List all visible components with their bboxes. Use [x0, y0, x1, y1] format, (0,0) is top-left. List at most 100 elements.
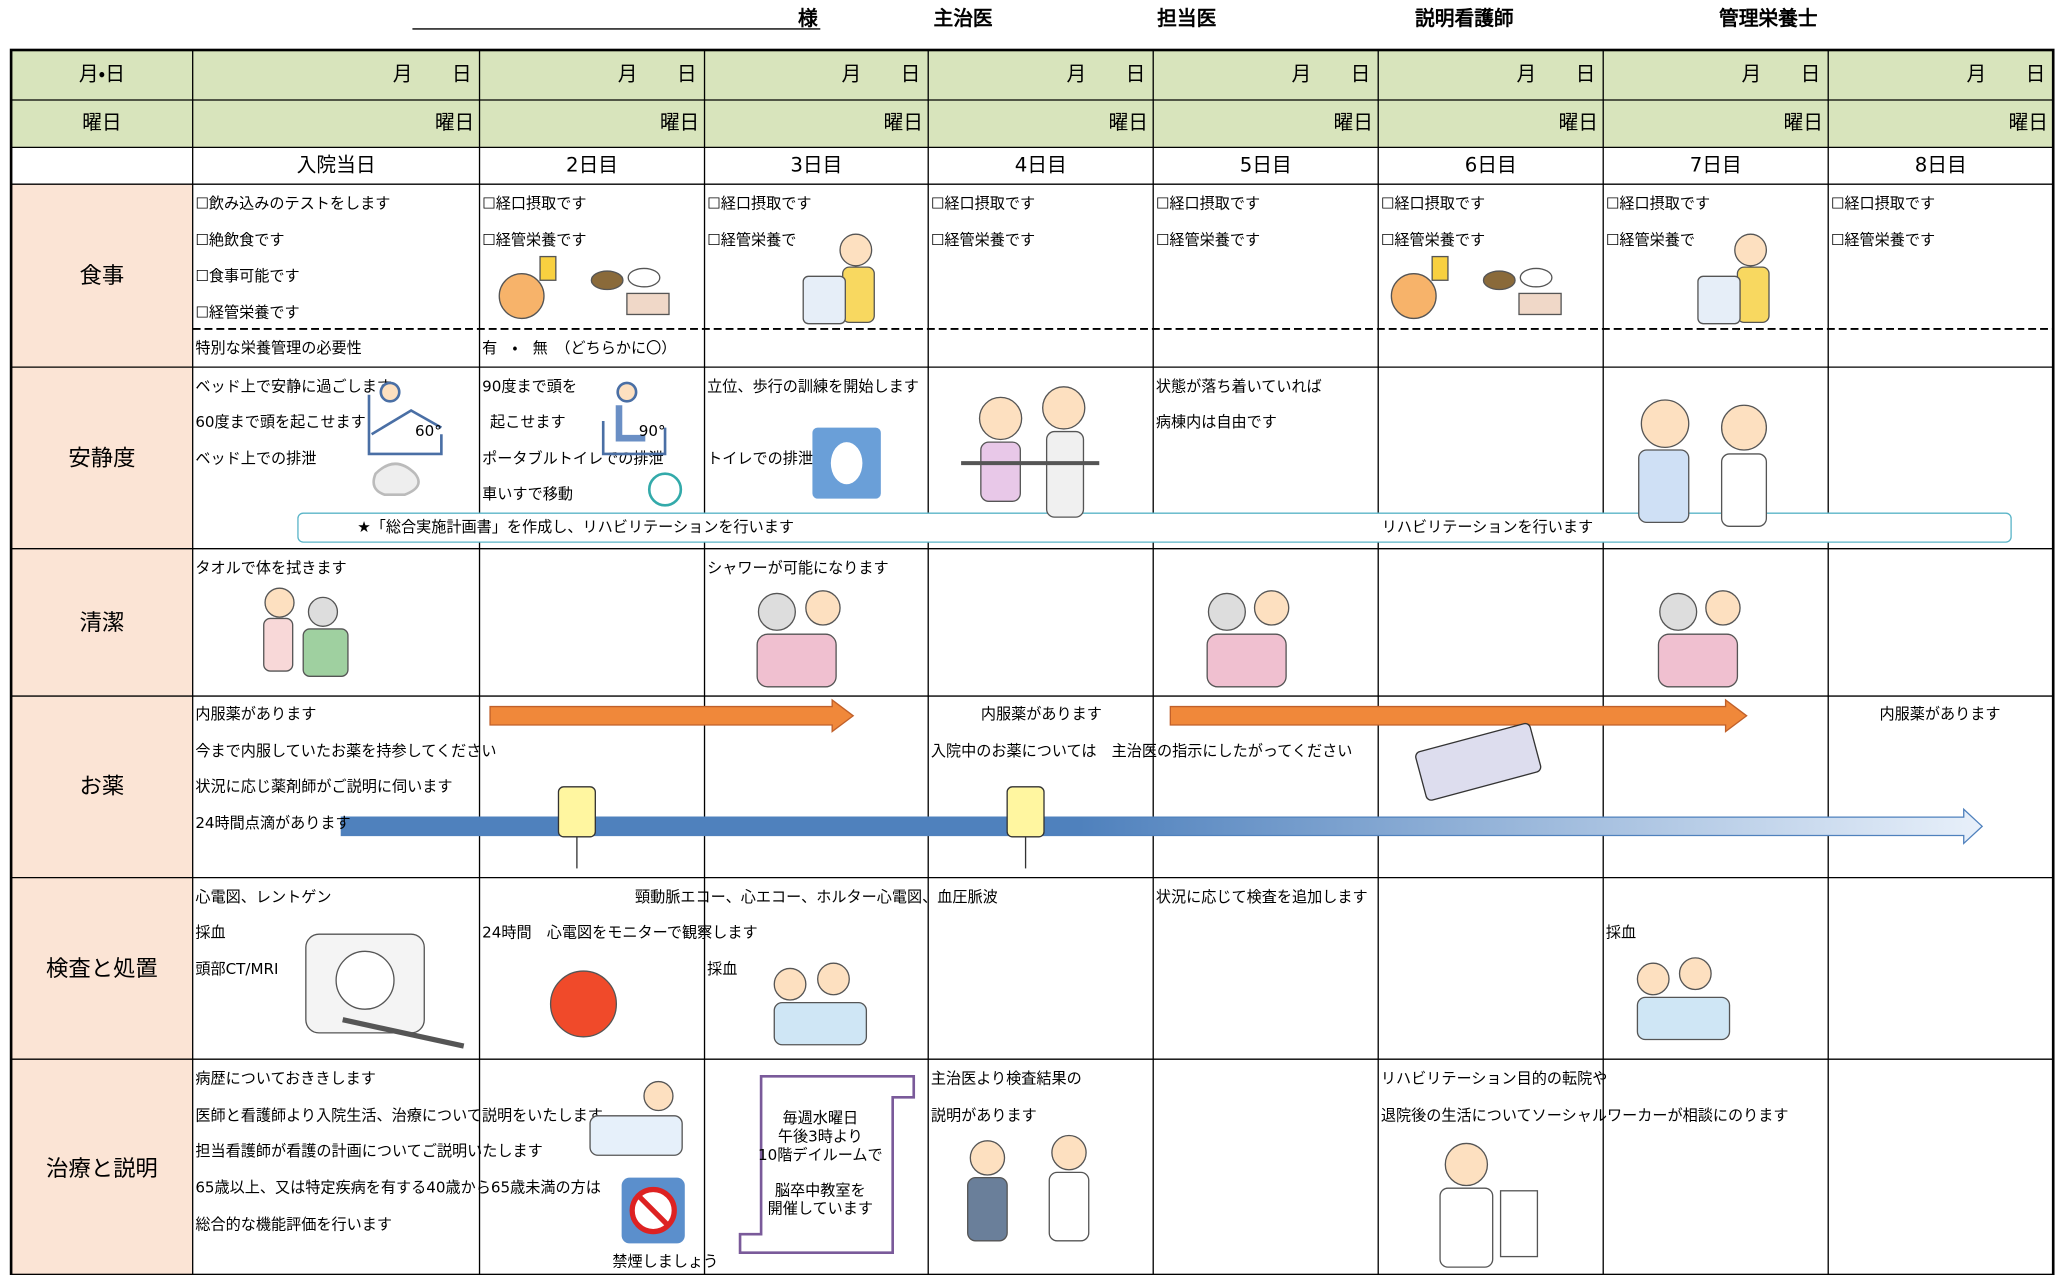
- head: [839, 233, 873, 267]
- bed-icon: [367, 381, 683, 507]
- meal-bowl: [1519, 267, 1553, 288]
- cell-text: ☐経口摂取です: [1606, 194, 1710, 212]
- head: [817, 962, 850, 996]
- rehab-banner: [297, 512, 2012, 543]
- day-label: 7日目: [1690, 153, 1742, 176]
- cell-text: 状況に応じ薬剤師がご説明に伺います: [195, 777, 452, 795]
- date-header-bg: [11, 50, 2054, 148]
- cell-text: ☐経管栄養です: [1156, 231, 1260, 249]
- cell-text: 総合的な機能評価を行います: [195, 1216, 392, 1234]
- urinal: [372, 462, 420, 497]
- date-cell: 月 日: [1291, 63, 1370, 86]
- body: [842, 266, 875, 324]
- tube-feed-face: [498, 273, 545, 320]
- head: [1042, 386, 1086, 430]
- cell-text: 24時間 心電図をモニターで観察します: [482, 923, 757, 941]
- day-label: 6日目: [1465, 153, 1517, 176]
- nutrition-label: 特別な栄養管理の必要性: [195, 339, 361, 357]
- cell-text: ☐経管栄養です: [931, 231, 1035, 249]
- head: [379, 381, 401, 403]
- day-label: 2日目: [566, 153, 618, 176]
- cell-text: 起こせます: [490, 413, 566, 431]
- head: [978, 396, 1023, 441]
- cell-text: ベッド上での排泄: [195, 450, 316, 468]
- body: [756, 633, 837, 688]
- feed-bag: [1431, 255, 1449, 281]
- head: [1253, 590, 1290, 626]
- row-label: 安静度: [68, 446, 135, 472]
- bathing-illustrations: [263, 587, 1741, 688]
- body: [1638, 449, 1690, 524]
- pill-sheet: [1415, 722, 1542, 801]
- date-cell: 月 日: [393, 63, 472, 86]
- cell-text: 主治医より検査結果の: [931, 1069, 1082, 1087]
- cell-text: ☐経管栄養で: [1606, 231, 1695, 249]
- banner-text: リハビリテーションを行います: [1382, 518, 1593, 536]
- ct-table: [342, 1017, 465, 1049]
- body: [1439, 1187, 1494, 1268]
- cell-text: 90度まで頭を: [482, 377, 577, 395]
- date-cell: 月 日: [618, 63, 697, 86]
- cell-text: 担当看護師が看護の計画についてご説明いたします: [195, 1142, 542, 1160]
- row-label: お薬: [80, 773, 125, 799]
- banner-text: ★「総合実施計画書」を作成し、リハビリテーションを行います: [357, 518, 794, 536]
- wheelchair: [647, 472, 683, 507]
- cell-text: 禁煙しましょう: [612, 1252, 718, 1270]
- head: [616, 381, 638, 403]
- bed: [1697, 275, 1741, 325]
- cell-text: ☐経管栄養です: [195, 303, 299, 321]
- cell-text: ポータブルトイレでの排泄: [482, 450, 664, 468]
- category-column-bg: [11, 184, 193, 1275]
- cell-text: ベッド上で安静に過ごします: [195, 377, 392, 395]
- head: [1734, 233, 1768, 267]
- cell-text: ☐飲み込みのテストをします: [195, 194, 390, 212]
- body: [773, 1001, 868, 1046]
- weekday-cell: 曜日: [1334, 111, 1373, 134]
- body: [967, 1176, 1008, 1242]
- cell-text: リハビリテーション目的の転院や: [1381, 1069, 1608, 1087]
- body: [1720, 453, 1768, 527]
- body: [1206, 633, 1287, 688]
- toilet-bowl: [830, 442, 863, 485]
- table-grid: [9, 48, 2055, 1277]
- cell-text: ☐経管栄養で: [707, 231, 796, 249]
- tube-feed-face: [1390, 273, 1437, 320]
- cell-text: 採血: [707, 960, 737, 978]
- ct-bore: [335, 950, 395, 1010]
- angle-label: 90°: [639, 422, 666, 440]
- body: [302, 628, 349, 677]
- head: [805, 590, 841, 626]
- head: [1444, 1142, 1489, 1187]
- head: [1636, 962, 1670, 996]
- meal-bowl: [590, 270, 624, 291]
- cell-text: 医師と看護師より入院生活、治療について説明をいたします: [195, 1106, 603, 1124]
- cell-text: シャワーが可能になります: [707, 559, 889, 577]
- head: [1678, 957, 1712, 991]
- date-cell: 月 日: [841, 63, 920, 86]
- scroll-text: 脳卒中教室を: [775, 1181, 866, 1199]
- weekday-cell: 曜日: [1784, 111, 1823, 134]
- no-smoking-slash: [636, 1194, 670, 1227]
- meal-cells: ☐飲み込みのテストをします ☐絶飲食です ☐食事可能です ☐経管栄養です ☐経口摂取です…: [195, 194, 1935, 321]
- head: [1705, 590, 1741, 626]
- nurse-label: 説明看護師: [1415, 7, 1514, 30]
- cell-text: 退院後の生活についてソーシャルワーカーが相談にのります: [1381, 1106, 1789, 1124]
- cell-text: 内服薬があります: [981, 705, 1102, 723]
- cell-text: ☐経管栄養です: [482, 231, 586, 249]
- cell-text: 内服薬があります: [1880, 705, 2001, 723]
- body: [1736, 266, 1770, 324]
- weekday-cell: 曜日: [884, 111, 923, 134]
- drip-bag: [1006, 786, 1045, 838]
- cell-text: 立位、歩行の訓練を開始します: [707, 377, 919, 395]
- continuation-arrow: [1169, 698, 1748, 733]
- weekday-label: 曜日: [82, 111, 121, 134]
- cell-text: ☐絶飲食です: [195, 231, 284, 249]
- ecg-icon: [549, 970, 618, 1038]
- bed-shape: [367, 394, 443, 456]
- class-scroll: [738, 1075, 916, 1254]
- cell-text: 説明があります: [931, 1106, 1037, 1124]
- cell-text: ☐経口摂取です: [1381, 194, 1485, 212]
- meal-bowl: [1482, 270, 1516, 291]
- cell-text: ☐経口摂取です: [707, 194, 811, 212]
- head: [969, 1140, 1006, 1176]
